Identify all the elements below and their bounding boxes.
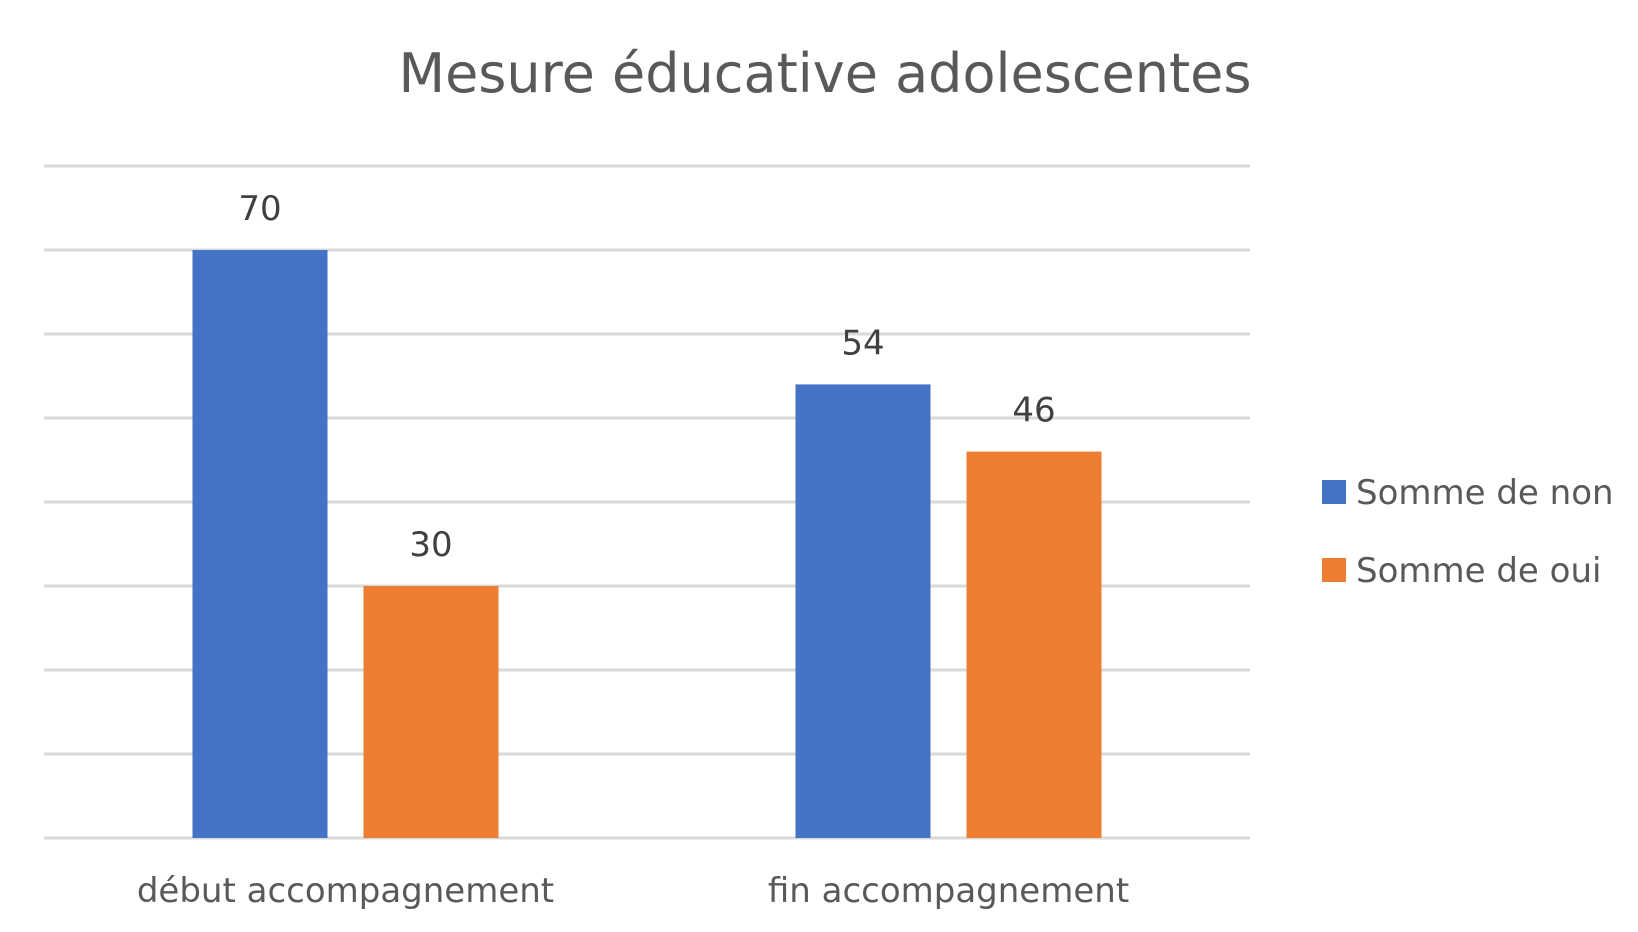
bar-non-1 [795, 384, 931, 838]
legend-label-oui: Somme de oui [1356, 551, 1601, 591]
data-label-non-0: 70 [238, 189, 281, 229]
category-labels: début accompagnement fin accompagnement [137, 871, 1129, 911]
data-labels: 70 30 54 46 [238, 189, 1055, 565]
bars [192, 250, 1102, 838]
chart-title: Mesure éducative adolescentes [398, 42, 1251, 105]
data-label-oui-0: 30 [409, 525, 452, 565]
data-label-non-1: 54 [841, 323, 884, 363]
bar-non-0 [192, 250, 328, 838]
bar-oui-1 [966, 451, 1102, 838]
legend-swatch-non [1322, 480, 1346, 504]
bar-oui-0 [363, 586, 499, 838]
legend-label-non: Somme de non [1356, 473, 1614, 513]
legend-swatch-oui [1322, 558, 1346, 582]
data-label-oui-1: 46 [1012, 391, 1055, 431]
legend: Somme de non Somme de oui [1322, 473, 1614, 591]
category-label-0: début accompagnement [137, 871, 554, 911]
category-label-1: fin accompagnement [768, 871, 1129, 911]
